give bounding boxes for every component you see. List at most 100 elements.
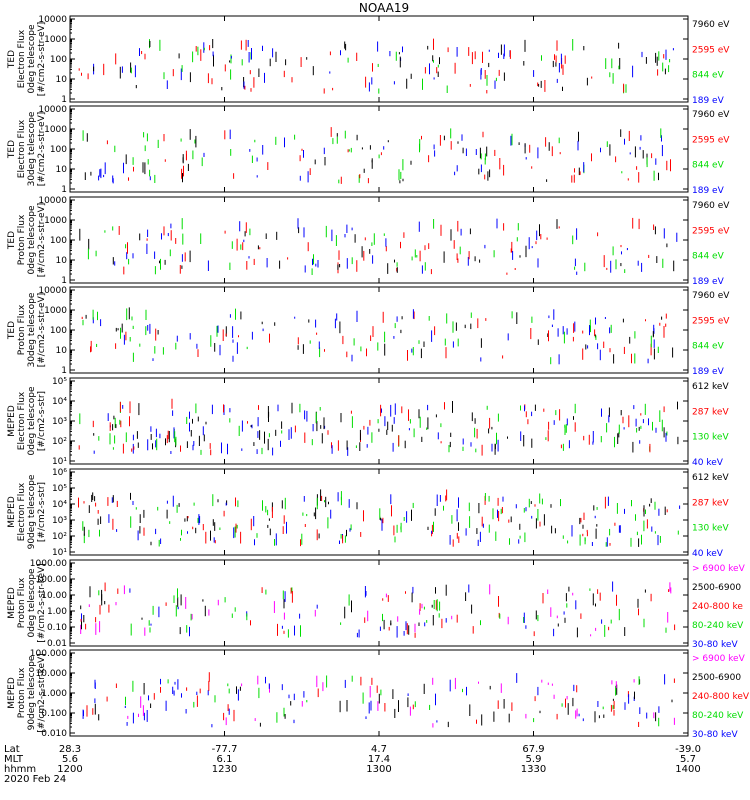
ylabel-line: 90deg telescope bbox=[27, 655, 37, 730]
panel-frame bbox=[69, 468, 689, 556]
legend-entry: 40 keV bbox=[692, 549, 724, 559]
legend-entry: 7960 eV bbox=[692, 201, 730, 211]
ytick-label: 100 bbox=[50, 145, 67, 155]
panel-3: 10000 1000 100 10 1 TED Proton Flux 0deg telesc… bbox=[7, 196, 730, 287]
panel-frame bbox=[69, 196, 689, 284]
ytick-label: 100 bbox=[50, 326, 67, 336]
ytick-label: 10³ bbox=[52, 417, 67, 427]
legend-entry: 287 keV bbox=[692, 407, 729, 417]
ytick-label: 10² bbox=[52, 437, 67, 447]
ylabel-line: Electron Flux bbox=[17, 119, 27, 178]
ytick-label: 1000 bbox=[44, 306, 67, 316]
ylabel-line: [#/cm2-s-str] bbox=[37, 391, 47, 451]
ylabel-line: [#/cm2-s-str-eV] bbox=[37, 22, 47, 97]
ylabel-line: 30deg telescope bbox=[27, 111, 37, 186]
footer-mlt-value: 5.7 bbox=[680, 754, 696, 765]
panel-6: 10⁶ 10⁵ 10⁴ 10³ 10² 10¹ MEPED Electron Flux 90de… bbox=[7, 468, 729, 559]
panel-1: 10000 1000 100 10 1 TED Electron Flux 0deg tele… bbox=[7, 15, 730, 106]
ytick-label: 1000 bbox=[44, 125, 67, 135]
ytick-label: 10³ bbox=[52, 516, 67, 526]
ylabel-line: 90deg telescope bbox=[27, 474, 37, 549]
ytick-label: 100 bbox=[50, 236, 67, 246]
ytick-label: 0.010 bbox=[41, 729, 67, 739]
legend-entry: > 6900 keV bbox=[692, 564, 746, 574]
ytick-label: 10 bbox=[56, 75, 68, 85]
ylabel-line: Proton Flux bbox=[17, 577, 27, 628]
legend-entry: 240-800 keV bbox=[692, 692, 750, 702]
legend-entry: > 6900 keV bbox=[692, 654, 746, 664]
ytick-label: 10.000 bbox=[36, 669, 68, 679]
ytick-label: 1 bbox=[61, 185, 67, 195]
panel-frame bbox=[69, 105, 689, 193]
ytick-label: 0.100 bbox=[41, 709, 67, 719]
footer-mlt-value: 17.4 bbox=[368, 754, 390, 765]
footer-time-value: 1400 bbox=[675, 764, 700, 775]
panel-2: 10000 1000 100 10 1 TED Electron Flux 30deg tel… bbox=[7, 105, 730, 196]
ytick-label: 10⁴ bbox=[52, 397, 67, 407]
ylabel-line: Proton Flux bbox=[17, 304, 27, 355]
ylabel-line: MEPED bbox=[7, 587, 17, 619]
legend-entry: 189 eV bbox=[692, 186, 725, 196]
legend-entry: 844 eV bbox=[692, 161, 725, 171]
panel-8: 100.000 10.000 1.000 0.100 0.010 MEPED Proton … bbox=[7, 649, 750, 740]
legend-entry: 612 keV bbox=[692, 473, 729, 483]
figure-title: NOAA19 bbox=[359, 1, 409, 15]
ytick-label: 1.00 bbox=[47, 607, 67, 617]
ylabel-line: [#/cm2-s-str-eV] bbox=[37, 112, 47, 187]
legend-entry: 844 eV bbox=[692, 342, 725, 352]
ytick-label: 10000 bbox=[38, 286, 67, 296]
footer-mlt-value: 6.1 bbox=[217, 754, 233, 765]
ytick-label: 10.00 bbox=[41, 591, 67, 601]
legend-entry: 2595 eV bbox=[692, 226, 730, 236]
footer-date: 2020 Feb 24 bbox=[4, 774, 66, 785]
ylabel-line: TED bbox=[7, 231, 17, 250]
ylabel-line: MEPED bbox=[7, 496, 17, 528]
footer-label-hhmm: hhmm bbox=[4, 764, 36, 775]
legend-entry: 287 keV bbox=[692, 498, 729, 508]
ytick-label: 0.01 bbox=[47, 639, 67, 649]
ytick-label: 1000.00 bbox=[30, 559, 67, 569]
legend-entry: 844 eV bbox=[692, 71, 725, 81]
footer-time-value: 1330 bbox=[521, 764, 546, 775]
ylabel-line: Proton Flux bbox=[17, 214, 27, 265]
ylabel-line: TED bbox=[7, 140, 17, 159]
ytick-label: 10000 bbox=[38, 15, 67, 25]
legend-entry: 612 keV bbox=[692, 382, 729, 392]
ytick-label: 10⁵ bbox=[52, 377, 67, 387]
ylabel-line: TED bbox=[7, 50, 17, 69]
ylabel-line: [#/cm2-s-str] bbox=[37, 482, 47, 542]
legend-entry: 2500-6900 bbox=[692, 673, 741, 683]
ytick-label: 1 bbox=[61, 95, 67, 105]
ytick-label: 1 bbox=[61, 366, 67, 376]
footer-mlt-value: 5.6 bbox=[62, 754, 78, 765]
ylabel-line: Electron Flux bbox=[17, 391, 27, 450]
legend-entry: 189 eV bbox=[692, 277, 725, 287]
ytick-label: 10⁵ bbox=[52, 484, 67, 494]
legend-entry: 189 eV bbox=[692, 367, 725, 377]
legend-entry: 7960 eV bbox=[692, 291, 730, 301]
ytick-label: 10² bbox=[52, 532, 67, 542]
footer-label-mlt: MLT bbox=[4, 754, 24, 765]
ytick-label: 10¹ bbox=[52, 548, 67, 558]
legend-entry: 240-800 ke bbox=[692, 602, 743, 612]
legend-entry: 80-240 keV bbox=[692, 621, 744, 631]
ylabel-line: 0deg telescope bbox=[27, 205, 37, 275]
footer-lat-value: -39.0 bbox=[675, 744, 701, 755]
ylabel-line: [#/cm2-s-str-keV] bbox=[37, 653, 47, 732]
legend-entry: 2595 eV bbox=[692, 316, 730, 326]
legend-entry: 7960 eV bbox=[692, 110, 730, 120]
ytick-label: 1000 bbox=[44, 35, 67, 45]
footer-time-value: 1300 bbox=[366, 764, 391, 775]
ytick-label: 10 bbox=[56, 165, 68, 175]
ytick-label: 100.000 bbox=[30, 649, 67, 659]
ytick-label: 10⁶ bbox=[52, 468, 67, 478]
ytick-label: 0.10 bbox=[47, 623, 67, 633]
footer-time-value: 1200 bbox=[57, 764, 82, 775]
ylabel-line: Proton Flux bbox=[17, 667, 27, 718]
ytick-label: 10⁴ bbox=[52, 500, 67, 510]
legend-entry: 80-240 keV bbox=[692, 711, 744, 721]
legend-entry: 40 keV bbox=[692, 458, 724, 468]
